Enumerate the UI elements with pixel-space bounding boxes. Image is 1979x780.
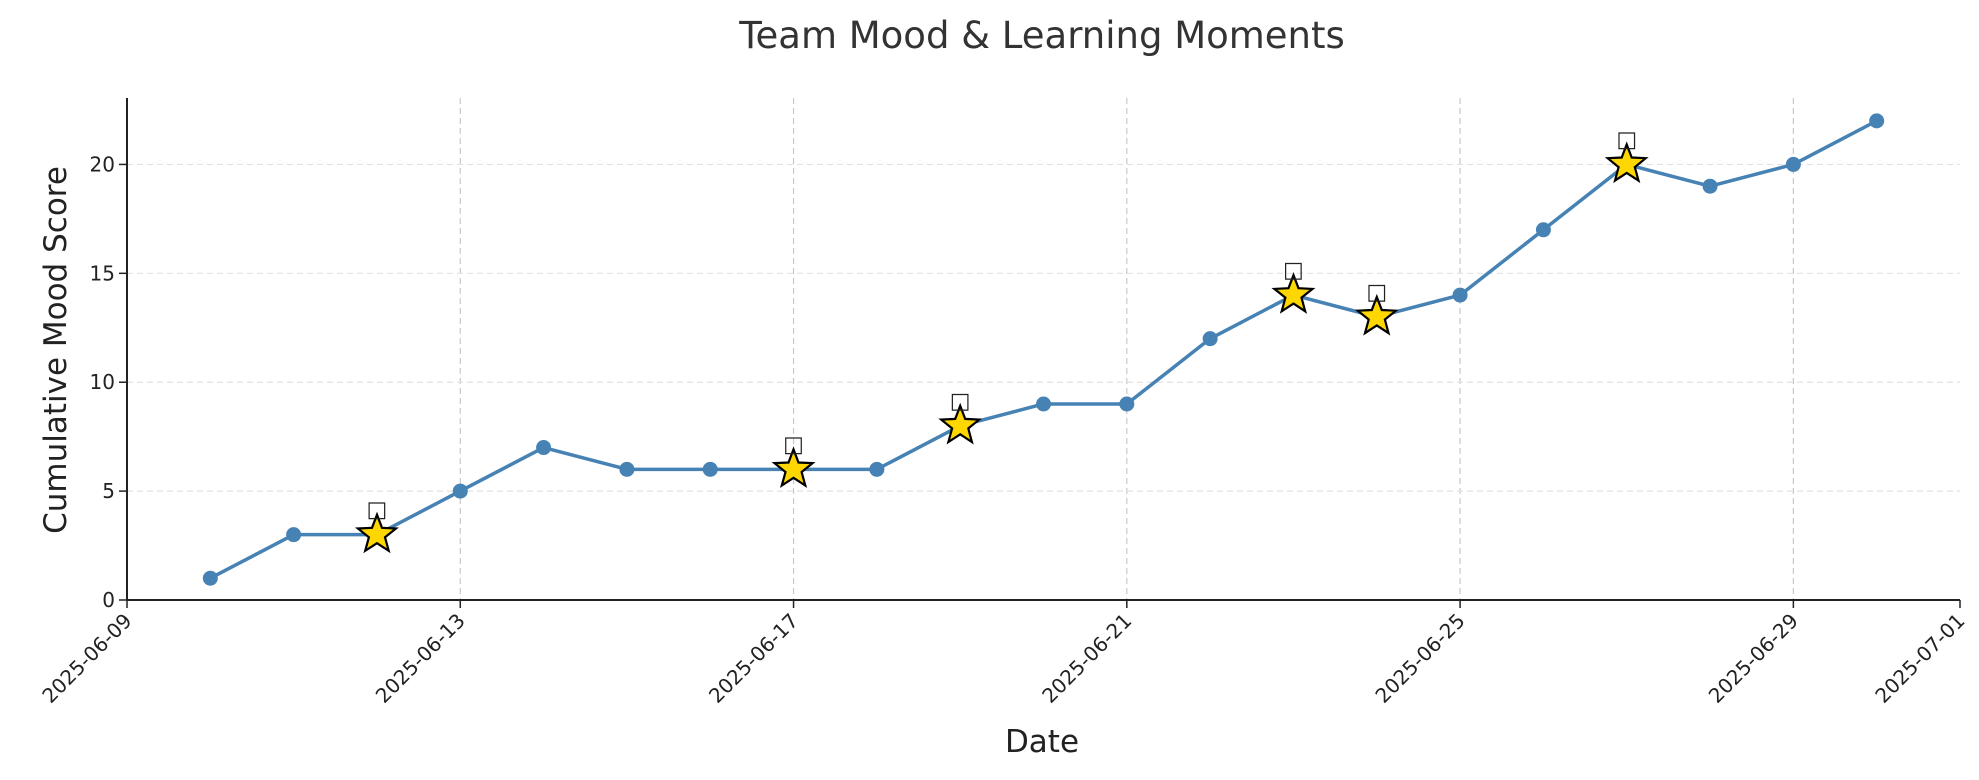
mood-series (202, 113, 1885, 586)
data-point (1535, 222, 1551, 238)
learning-moment-markers: □ □ □ □ □ □ (354, 127, 1649, 554)
y-tick-label: 20 (90, 152, 115, 176)
data-point (1119, 396, 1135, 412)
x-tick-label: 2025-06-17 (704, 609, 803, 708)
learning-moment-star (1271, 272, 1316, 314)
data-point (1036, 396, 1051, 412)
x-tick-label: 2025-06-25 (1370, 609, 1469, 708)
learning-moment-star (771, 446, 816, 489)
data-point (202, 570, 218, 586)
y-tick-label: 0 (102, 588, 115, 612)
learning-moment-glyph: □ (1283, 258, 1304, 283)
x-tick-label: 2025-06-21 (1037, 609, 1136, 708)
learning-moment-star (1354, 293, 1399, 336)
learning-moment-glyph: □ (367, 498, 388, 523)
learning-moment-glyph: □ (1366, 280, 1387, 305)
data-point (702, 461, 718, 477)
data-point (1869, 113, 1885, 129)
x-tick-label: 2025-06-29 (1704, 609, 1803, 708)
data-point (1202, 331, 1218, 347)
y-axis-ticks: 0 5 10 15 20 (90, 152, 127, 612)
y-tick-label: 15 (90, 261, 115, 285)
x-tick-label: 2025-06-09 (37, 609, 136, 708)
data-point (1452, 287, 1468, 303)
learning-moment-star (354, 511, 399, 554)
data-point (286, 527, 302, 543)
y-tick-label: 10 (90, 370, 115, 394)
data-point (536, 440, 552, 456)
axes (126, 98, 1960, 601)
data-point (619, 461, 635, 477)
y-axis-label: Cumulative Mood Score (38, 166, 74, 534)
x-tick-label: 2025-06-13 (371, 609, 470, 708)
learning-moment-glyph: □ (1616, 127, 1637, 152)
learning-moment-glyph: □ (950, 389, 971, 414)
x-axis-ticks: 2025-06-09 2025-06-13 2025-06-17 2025-06-21… (37, 600, 1970, 708)
data-point (869, 461, 885, 477)
x-axis-label: Date (1005, 724, 1079, 760)
grid-lines (127, 98, 1960, 600)
y-tick-label: 5 (102, 479, 115, 503)
x-tick-label: 2025-07-01 (1870, 609, 1969, 708)
data-point (1785, 156, 1801, 172)
learning-moment-glyph: □ (783, 432, 804, 457)
data-point (1702, 178, 1718, 194)
learning-moment-star (1604, 141, 1649, 184)
data-point (452, 483, 468, 499)
learning-moment-star (938, 402, 983, 445)
chart-title: Team Mood & Learning Moments (738, 14, 1345, 57)
